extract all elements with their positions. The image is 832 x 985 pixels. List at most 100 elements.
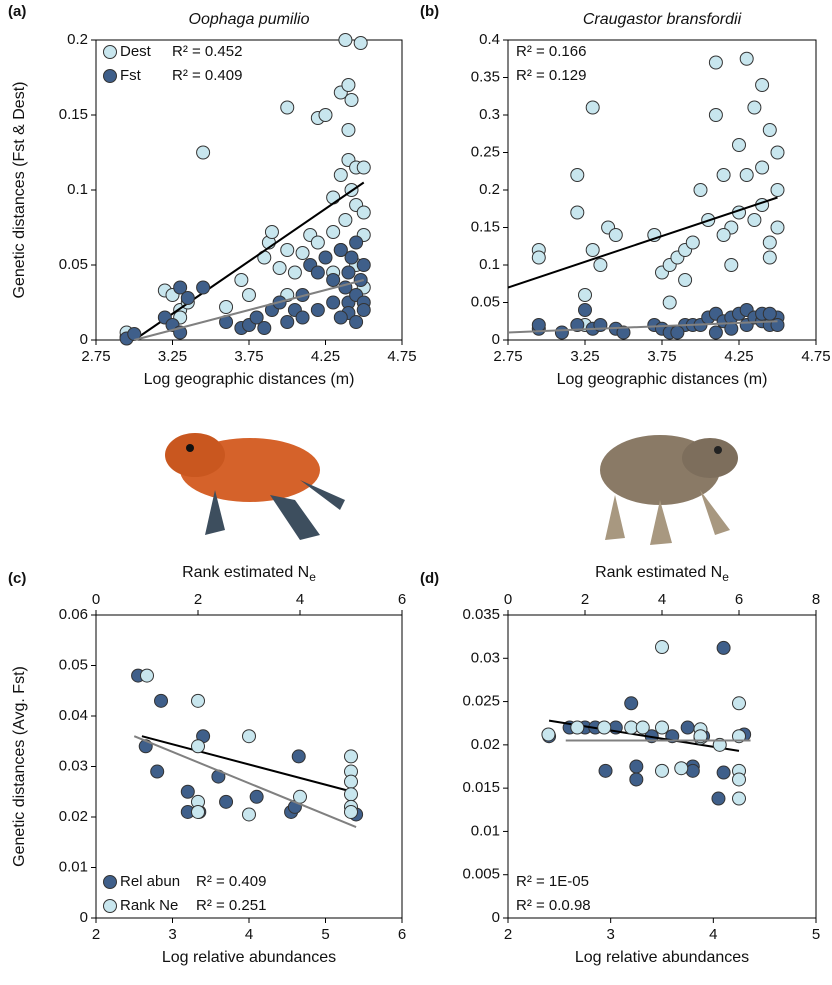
x-tick-label: 6 xyxy=(398,926,406,943)
y-axis-label: Genetic distances (Fst & Dest) xyxy=(11,82,28,299)
r2-label: R² = 0.251 xyxy=(196,897,266,914)
data-point xyxy=(327,191,340,204)
data-point xyxy=(740,169,753,182)
x-axis-label: Log relative abundances xyxy=(575,949,749,966)
data-point xyxy=(681,721,694,734)
data-point xyxy=(243,808,256,821)
data-point xyxy=(357,259,370,272)
x2-tick-label: 0 xyxy=(504,591,512,608)
x-tick-label: 2.75 xyxy=(81,348,110,365)
data-point xyxy=(281,244,294,257)
legend-marker xyxy=(104,876,117,889)
y-tick-label: 0.025 xyxy=(462,693,500,710)
data-point xyxy=(250,790,263,803)
data-point xyxy=(709,326,722,339)
data-point xyxy=(675,762,688,775)
legend-marker xyxy=(104,900,117,913)
data-point xyxy=(656,764,669,777)
y-tick-label: 0.04 xyxy=(59,707,88,724)
x2-tick-label: 0 xyxy=(92,591,100,608)
data-point xyxy=(342,79,355,92)
data-point xyxy=(181,785,194,798)
x-tick-label: 2 xyxy=(92,926,100,943)
y-tick-label: 0.03 xyxy=(59,757,88,774)
r2-label: R² = 0.452 xyxy=(172,43,242,60)
data-point xyxy=(663,296,676,309)
x-axis-label: Log relative abundances xyxy=(162,949,336,966)
data-point xyxy=(694,184,707,197)
data-point xyxy=(656,641,669,654)
data-point xyxy=(296,247,309,260)
data-point xyxy=(756,79,769,92)
data-point xyxy=(709,109,722,122)
data-point xyxy=(709,56,722,69)
data-point xyxy=(740,52,753,65)
data-point xyxy=(717,641,730,654)
data-point xyxy=(579,304,592,317)
data-point xyxy=(339,214,352,227)
data-point xyxy=(579,289,592,302)
data-point xyxy=(594,259,607,272)
data-point xyxy=(345,750,358,763)
data-point xyxy=(273,262,286,275)
data-point xyxy=(679,274,692,287)
y-tick-label: 0.035 xyxy=(462,606,500,623)
data-point xyxy=(292,750,305,763)
panel-label: (b) xyxy=(420,3,439,20)
data-point xyxy=(265,226,278,239)
data-point xyxy=(763,307,776,320)
data-point xyxy=(756,161,769,174)
x2-axis-label: Rank estimated Ne xyxy=(595,564,729,584)
r2-label: R² = 0.409 xyxy=(172,67,242,84)
y-tick-label: 0.06 xyxy=(59,606,88,623)
data-point xyxy=(319,109,332,122)
data-point xyxy=(155,694,168,707)
chart-title: Oophaga pumilio xyxy=(189,11,310,28)
x-tick-label: 3.25 xyxy=(570,348,599,365)
data-point xyxy=(311,266,324,279)
y-tick-label: 0 xyxy=(492,331,500,348)
x-tick-label: 3.75 xyxy=(234,348,263,365)
data-point xyxy=(733,792,746,805)
data-point xyxy=(197,146,210,159)
y-tick-label: 0.05 xyxy=(59,656,88,673)
data-point xyxy=(235,274,248,287)
y-tick-label: 0 xyxy=(80,331,88,348)
data-point xyxy=(345,788,358,801)
x-tick-label: 2.75 xyxy=(493,348,522,365)
r2-label: R² = 0.166 xyxy=(516,43,586,60)
data-point xyxy=(345,775,358,788)
y-tick-label: 0.02 xyxy=(59,808,88,825)
x2-axis-label: Rank estimated Ne xyxy=(182,564,316,584)
data-point xyxy=(671,326,684,339)
y-tick-label: 0.3 xyxy=(479,106,500,123)
panel-label: (c) xyxy=(8,570,26,587)
r2-label: R² = 0.0.98 xyxy=(516,897,591,914)
data-point xyxy=(686,764,699,777)
chart-title: Craugastor bransfordii xyxy=(583,11,742,28)
data-point xyxy=(311,236,324,249)
x-axis-label: Log geographic distances (m) xyxy=(144,371,355,388)
y-tick-label: 0.15 xyxy=(59,106,88,123)
x-tick-label: 4 xyxy=(709,926,717,943)
legend-label: Rel abun xyxy=(120,873,180,890)
data-point xyxy=(763,236,776,249)
data-point xyxy=(334,169,347,182)
x2-axis-label-main: Rank estimated N xyxy=(182,564,309,581)
data-point xyxy=(733,139,746,152)
y-tick-label: 0.02 xyxy=(471,736,500,753)
legend-marker xyxy=(104,70,117,83)
data-point xyxy=(350,236,363,249)
x-axis-label: Log geographic distances (m) xyxy=(557,371,768,388)
y-tick-label: 0.015 xyxy=(462,779,500,796)
data-point xyxy=(345,251,358,264)
data-point xyxy=(555,326,568,339)
data-point xyxy=(192,805,205,818)
y-tick-label: 0.4 xyxy=(479,31,500,48)
data-point xyxy=(281,316,294,329)
data-point xyxy=(630,773,643,786)
data-point xyxy=(181,292,194,305)
data-point xyxy=(334,311,347,324)
data-point xyxy=(586,101,599,114)
data-point xyxy=(342,124,355,137)
